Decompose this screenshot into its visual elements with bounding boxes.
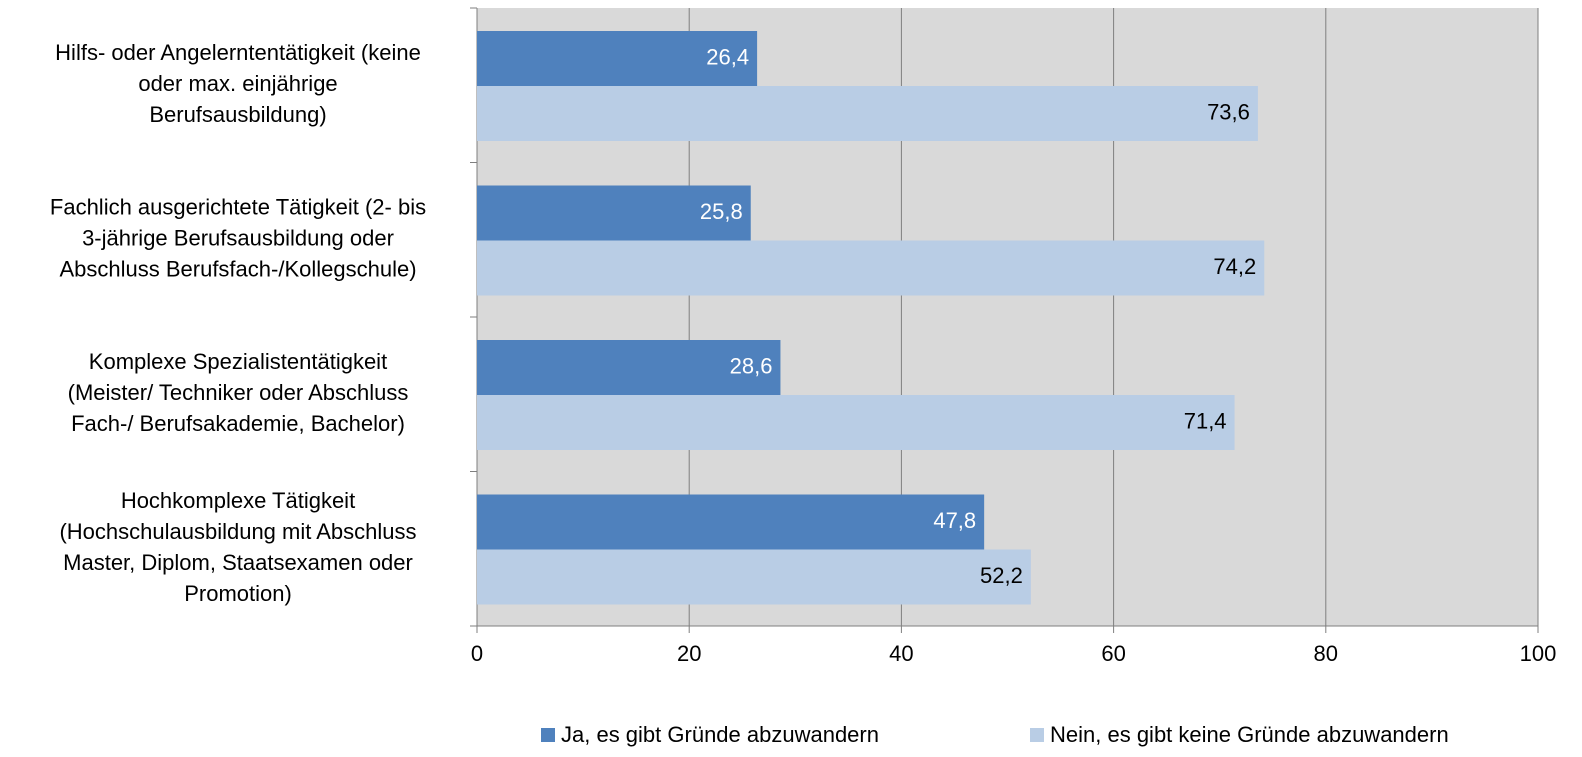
y-tick-label: Fachlich ausgerichtete Tätigkeit (2- bis — [50, 195, 426, 220]
value-label: 52,2 — [980, 563, 1023, 588]
y-tick-label: 3-jährige Berufsausbildung oder — [82, 226, 394, 251]
bar — [477, 185, 751, 241]
y-tick-label: Abschluss Berufsfach-/Kollegschule) — [59, 257, 416, 282]
value-label: 26,4 — [706, 44, 749, 69]
bar — [477, 240, 1265, 296]
legend-swatch — [541, 728, 555, 742]
y-tick-label: Master, Diplom, Staatsexamen oder — [63, 550, 413, 575]
value-label: 47,8 — [933, 508, 976, 533]
value-label: 73,6 — [1207, 99, 1250, 124]
y-tick-label: Hochkomplexe Tätigkeit — [121, 488, 355, 513]
bar — [477, 549, 1031, 605]
y-tick-label: Promotion) — [184, 581, 292, 606]
x-tick-label: 0 — [471, 641, 483, 666]
value-label: 25,8 — [700, 199, 743, 224]
value-label: 28,6 — [730, 353, 773, 378]
x-tick-label: 60 — [1101, 641, 1125, 666]
legend-label: Nein, es gibt keine Gründe abzuwandern — [1050, 722, 1449, 747]
legend-label: Ja, es gibt Gründe abzuwandern — [561, 722, 879, 747]
y-tick-label: oder max. einjährige — [138, 71, 337, 96]
bar — [477, 86, 1258, 141]
y-tick-label: Komplexe Spezialistentätigkeit — [89, 349, 387, 374]
x-tick-label: 40 — [889, 641, 913, 666]
y-tick-label: (Meister/ Techniker oder Abschluss — [68, 380, 409, 405]
x-tick-label: 20 — [677, 641, 701, 666]
x-tick-label: 80 — [1314, 641, 1338, 666]
y-tick-label: Berufsausbildung) — [149, 102, 326, 127]
y-tick-label: (Hochschulausbildung mit Abschluss — [59, 519, 416, 544]
value-label: 71,4 — [1184, 408, 1227, 433]
bar — [477, 395, 1235, 450]
bar — [477, 31, 758, 86]
y-tick-label: Hilfs- oder Angelerntentätigkeit (keine — [55, 40, 421, 65]
bar — [477, 340, 781, 395]
legend-swatch — [1030, 728, 1044, 742]
value-label: 74,2 — [1213, 254, 1256, 279]
bar — [477, 494, 985, 550]
y-tick-label: Fach-/ Berufsakademie, Bachelor) — [71, 411, 405, 436]
x-tick-label: 100 — [1520, 641, 1557, 666]
